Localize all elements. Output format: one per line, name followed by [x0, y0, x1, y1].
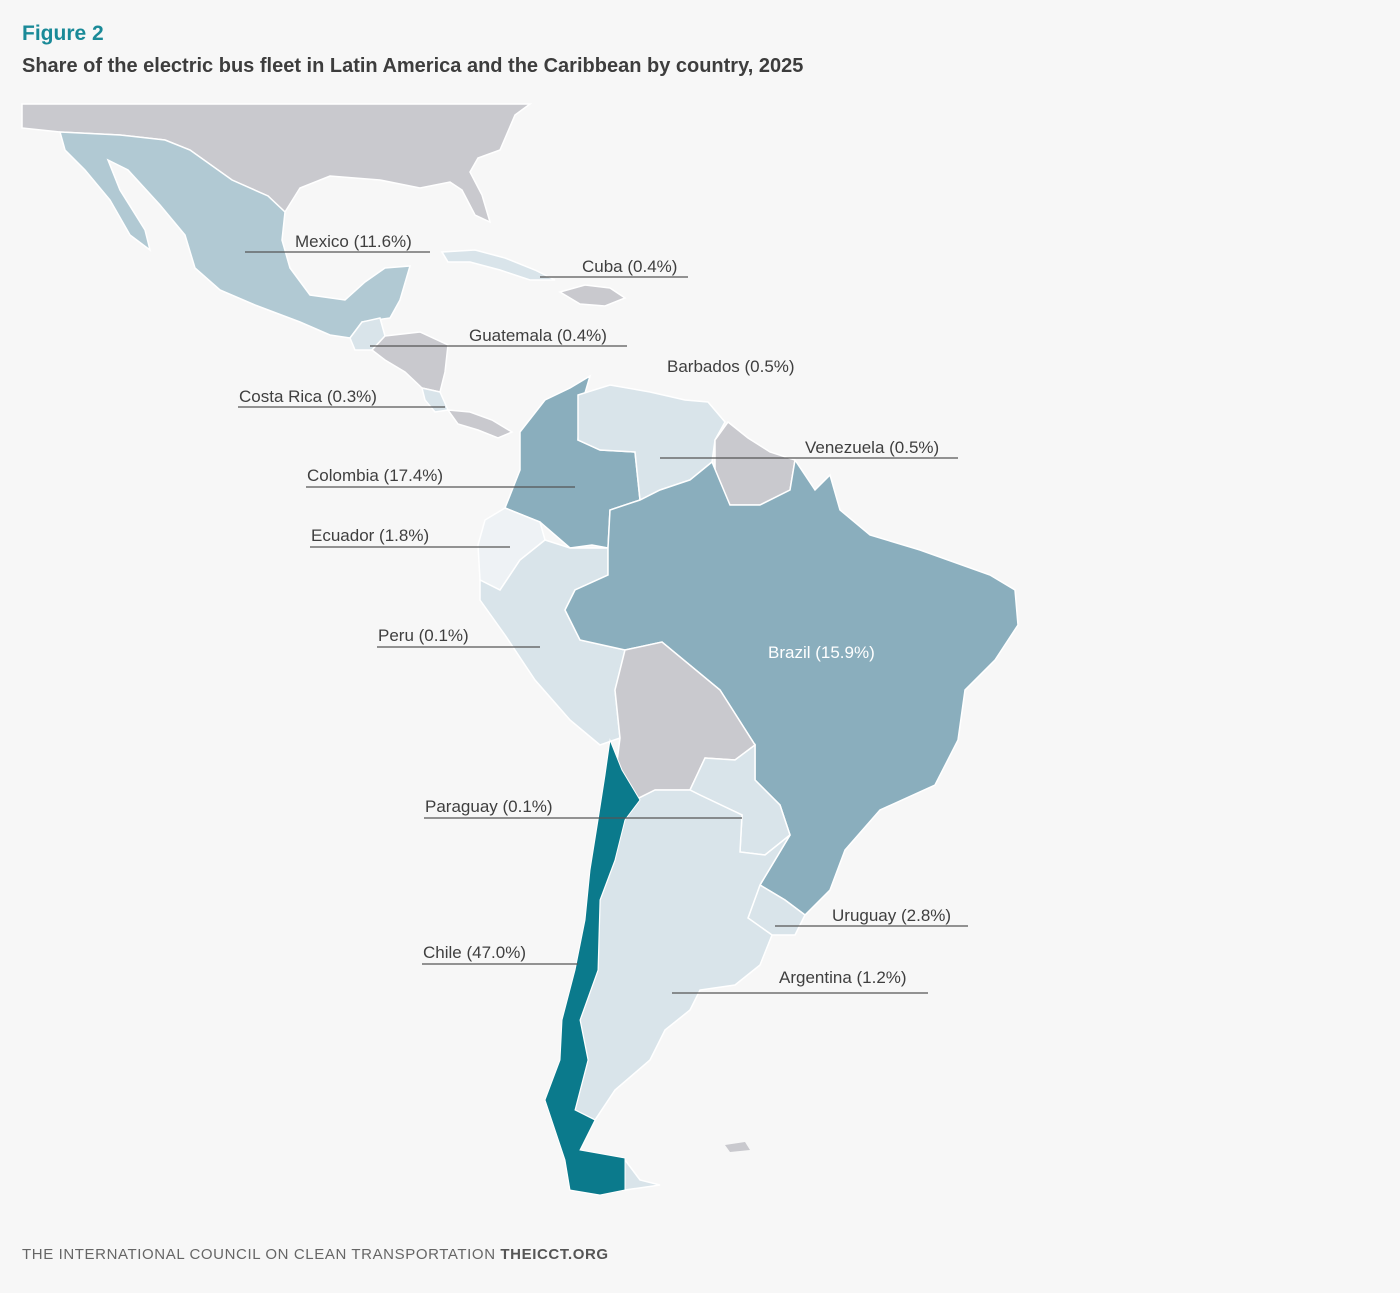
footer-org: THE INTERNATIONAL COUNCIL ON CLEAN TRANS…: [22, 1246, 496, 1263]
label-cuba: Cuba (0.4%): [582, 257, 677, 276]
label-guatemala: Guatemala (0.4%): [469, 326, 607, 345]
label-chile: Chile (47.0%): [423, 943, 526, 962]
footer: THE INTERNATIONAL COUNCIL ON CLEAN TRANS…: [22, 1246, 609, 1263]
label-brazil: Brazil (15.9%): [768, 643, 875, 662]
region-hispaniola: [558, 284, 627, 307]
region-guianas: [714, 420, 796, 506]
region-falklands: [725, 1142, 750, 1152]
label-paraguay: Paraguay (0.1%): [425, 797, 553, 816]
figure-title: Share of the electric bus fleet in Latin…: [22, 55, 804, 77]
label-argentina: Argentina (1.2%): [779, 968, 907, 987]
footer-site[interactable]: THEICCT.ORG: [500, 1246, 609, 1263]
label-colombia: Colombia (17.4%): [307, 466, 443, 485]
label-barbados: Barbados (0.5%): [667, 357, 795, 376]
region-costa-rica: [420, 387, 450, 413]
label-uruguay: Uruguay (2.8%): [832, 906, 951, 925]
region-central-america-other: [370, 331, 449, 393]
label-mexico: Mexico (11.6%): [295, 232, 412, 251]
label-venezuela: Venezuela (0.5%): [805, 438, 939, 457]
figure-label: Figure 2: [22, 22, 104, 45]
region-chile: [544, 738, 641, 1196]
region-panama: [446, 409, 514, 439]
label-ecuador: Ecuador (1.8%): [311, 526, 429, 545]
region-cuba: [440, 249, 556, 281]
label-peru: Peru (0.1%): [378, 626, 469, 645]
label-costa-rica: Costa Rica (0.3%): [239, 387, 377, 406]
